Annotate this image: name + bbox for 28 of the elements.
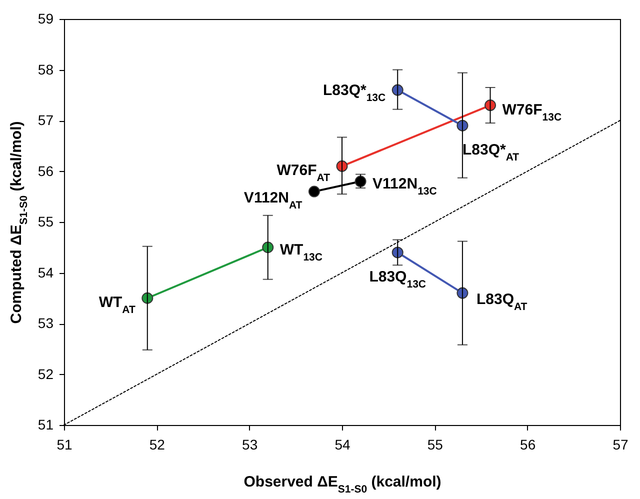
y-tick-label: 57 [38, 112, 54, 128]
x-tick-label: 52 [149, 436, 166, 452]
point [308, 186, 320, 198]
y-tick-label: 51 [38, 416, 54, 432]
y-tick-label: 59 [38, 10, 54, 26]
x-tick-label: 53 [242, 436, 258, 452]
x-tick-label: 54 [334, 436, 350, 452]
y-tick-label: 58 [38, 61, 54, 78]
annotation: WT$_{13C}$ [280, 241, 323, 264]
x-axis-title: Observed ΔE$_{S1-S0}$ (kcal/mol) [244, 474, 442, 496]
annotation: L83Q*$_{AT}$ [462, 142, 520, 164]
annotation: W76F$_{13C}$ [502, 101, 562, 124]
y-tick-label: 56 [38, 162, 54, 179]
annotation: L83Q$_{AT}$ [476, 291, 528, 314]
annotation: WT$_{AT}$ [98, 294, 136, 316]
annotation: V112N$_{AT}$ [244, 190, 303, 212]
annotation: L83Q$_{13C}$ [369, 268, 426, 290]
y-tick-label: 55 [38, 214, 54, 230]
x-tick-label: 57 [612, 436, 628, 452]
y-tick-label: 53 [38, 315, 54, 331]
y-tick-label: 52 [38, 366, 54, 382]
x-tick-label: 56 [520, 436, 536, 452]
annotation: L83Q*$_{13C}$ [322, 82, 386, 104]
y-tick-label: 54 [38, 264, 54, 280]
x-tick-label: 51 [56, 436, 72, 452]
x-tick-label: 55 [427, 436, 444, 452]
annotation: V112N$_{13C}$ [372, 175, 438, 198]
annotation: W76F$_{AT}$ [276, 162, 331, 184]
